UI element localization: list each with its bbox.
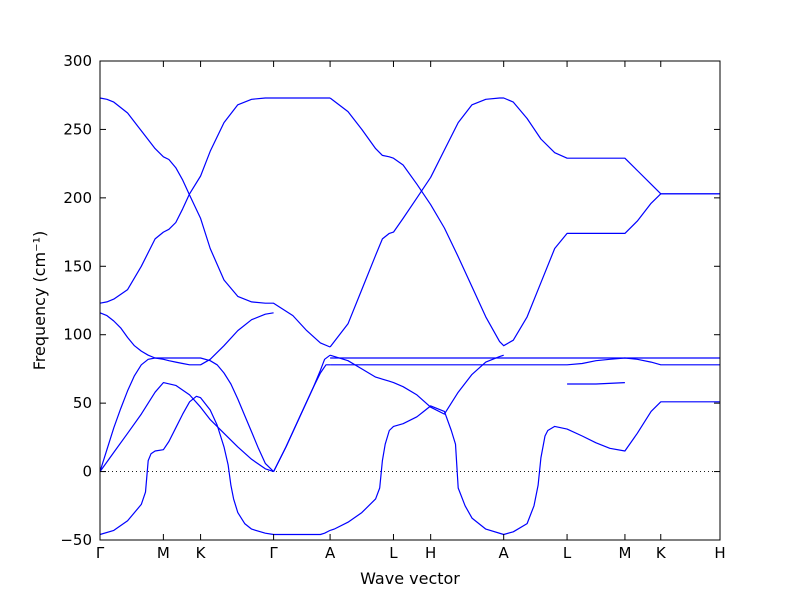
band-line-5 [99,97,331,348]
band-line-8 [273,364,331,472]
x-tick-label: K [196,544,207,562]
y-tick-label: −50 [60,531,92,549]
x-tick-label: H [714,544,725,562]
x-tick-label: L [563,544,572,562]
band-line-11 [330,357,720,366]
x-axis-label: Wave vector [360,569,460,588]
band-line-6 [99,97,331,304]
y-axis-label: Frequency (cm⁻¹) [30,231,49,370]
y-tick-label: 0 [82,463,92,481]
x-tick-label: H [425,544,436,562]
x-tick-label: Γ [269,544,278,562]
y-tick-label: 250 [63,120,92,138]
phonon-bands [99,97,720,536]
y-tick-label: 100 [63,326,92,344]
axis-ticks [99,60,721,541]
y-tick-labels: −50 0 50 100 150 200 250 300 [60,52,92,549]
x-tick-label: L [389,544,398,562]
band-line-2 [99,357,275,473]
x-tick-label: A [325,544,336,562]
x-tick-label: K [656,544,667,562]
band-line-13 [329,97,720,347]
y-tick-label: 50 [73,394,92,412]
y-tick-label: 300 [63,52,92,70]
band-line-15 [567,382,625,385]
band-line-12 [329,401,720,536]
band-line-3 [99,382,274,473]
band-line-4 [99,395,331,536]
x-tick-label: M [157,544,170,562]
x-tick-label: Γ [96,544,105,562]
band-line-1 [99,312,274,366]
x-tick-label: A [499,544,510,562]
band-line-9 [329,354,504,415]
y-tick-label: 150 [63,257,92,275]
band-line-14 [329,97,720,348]
plot-frame [99,60,721,541]
x-tick-label: M [618,544,631,562]
y-tick-label: 200 [63,189,92,207]
